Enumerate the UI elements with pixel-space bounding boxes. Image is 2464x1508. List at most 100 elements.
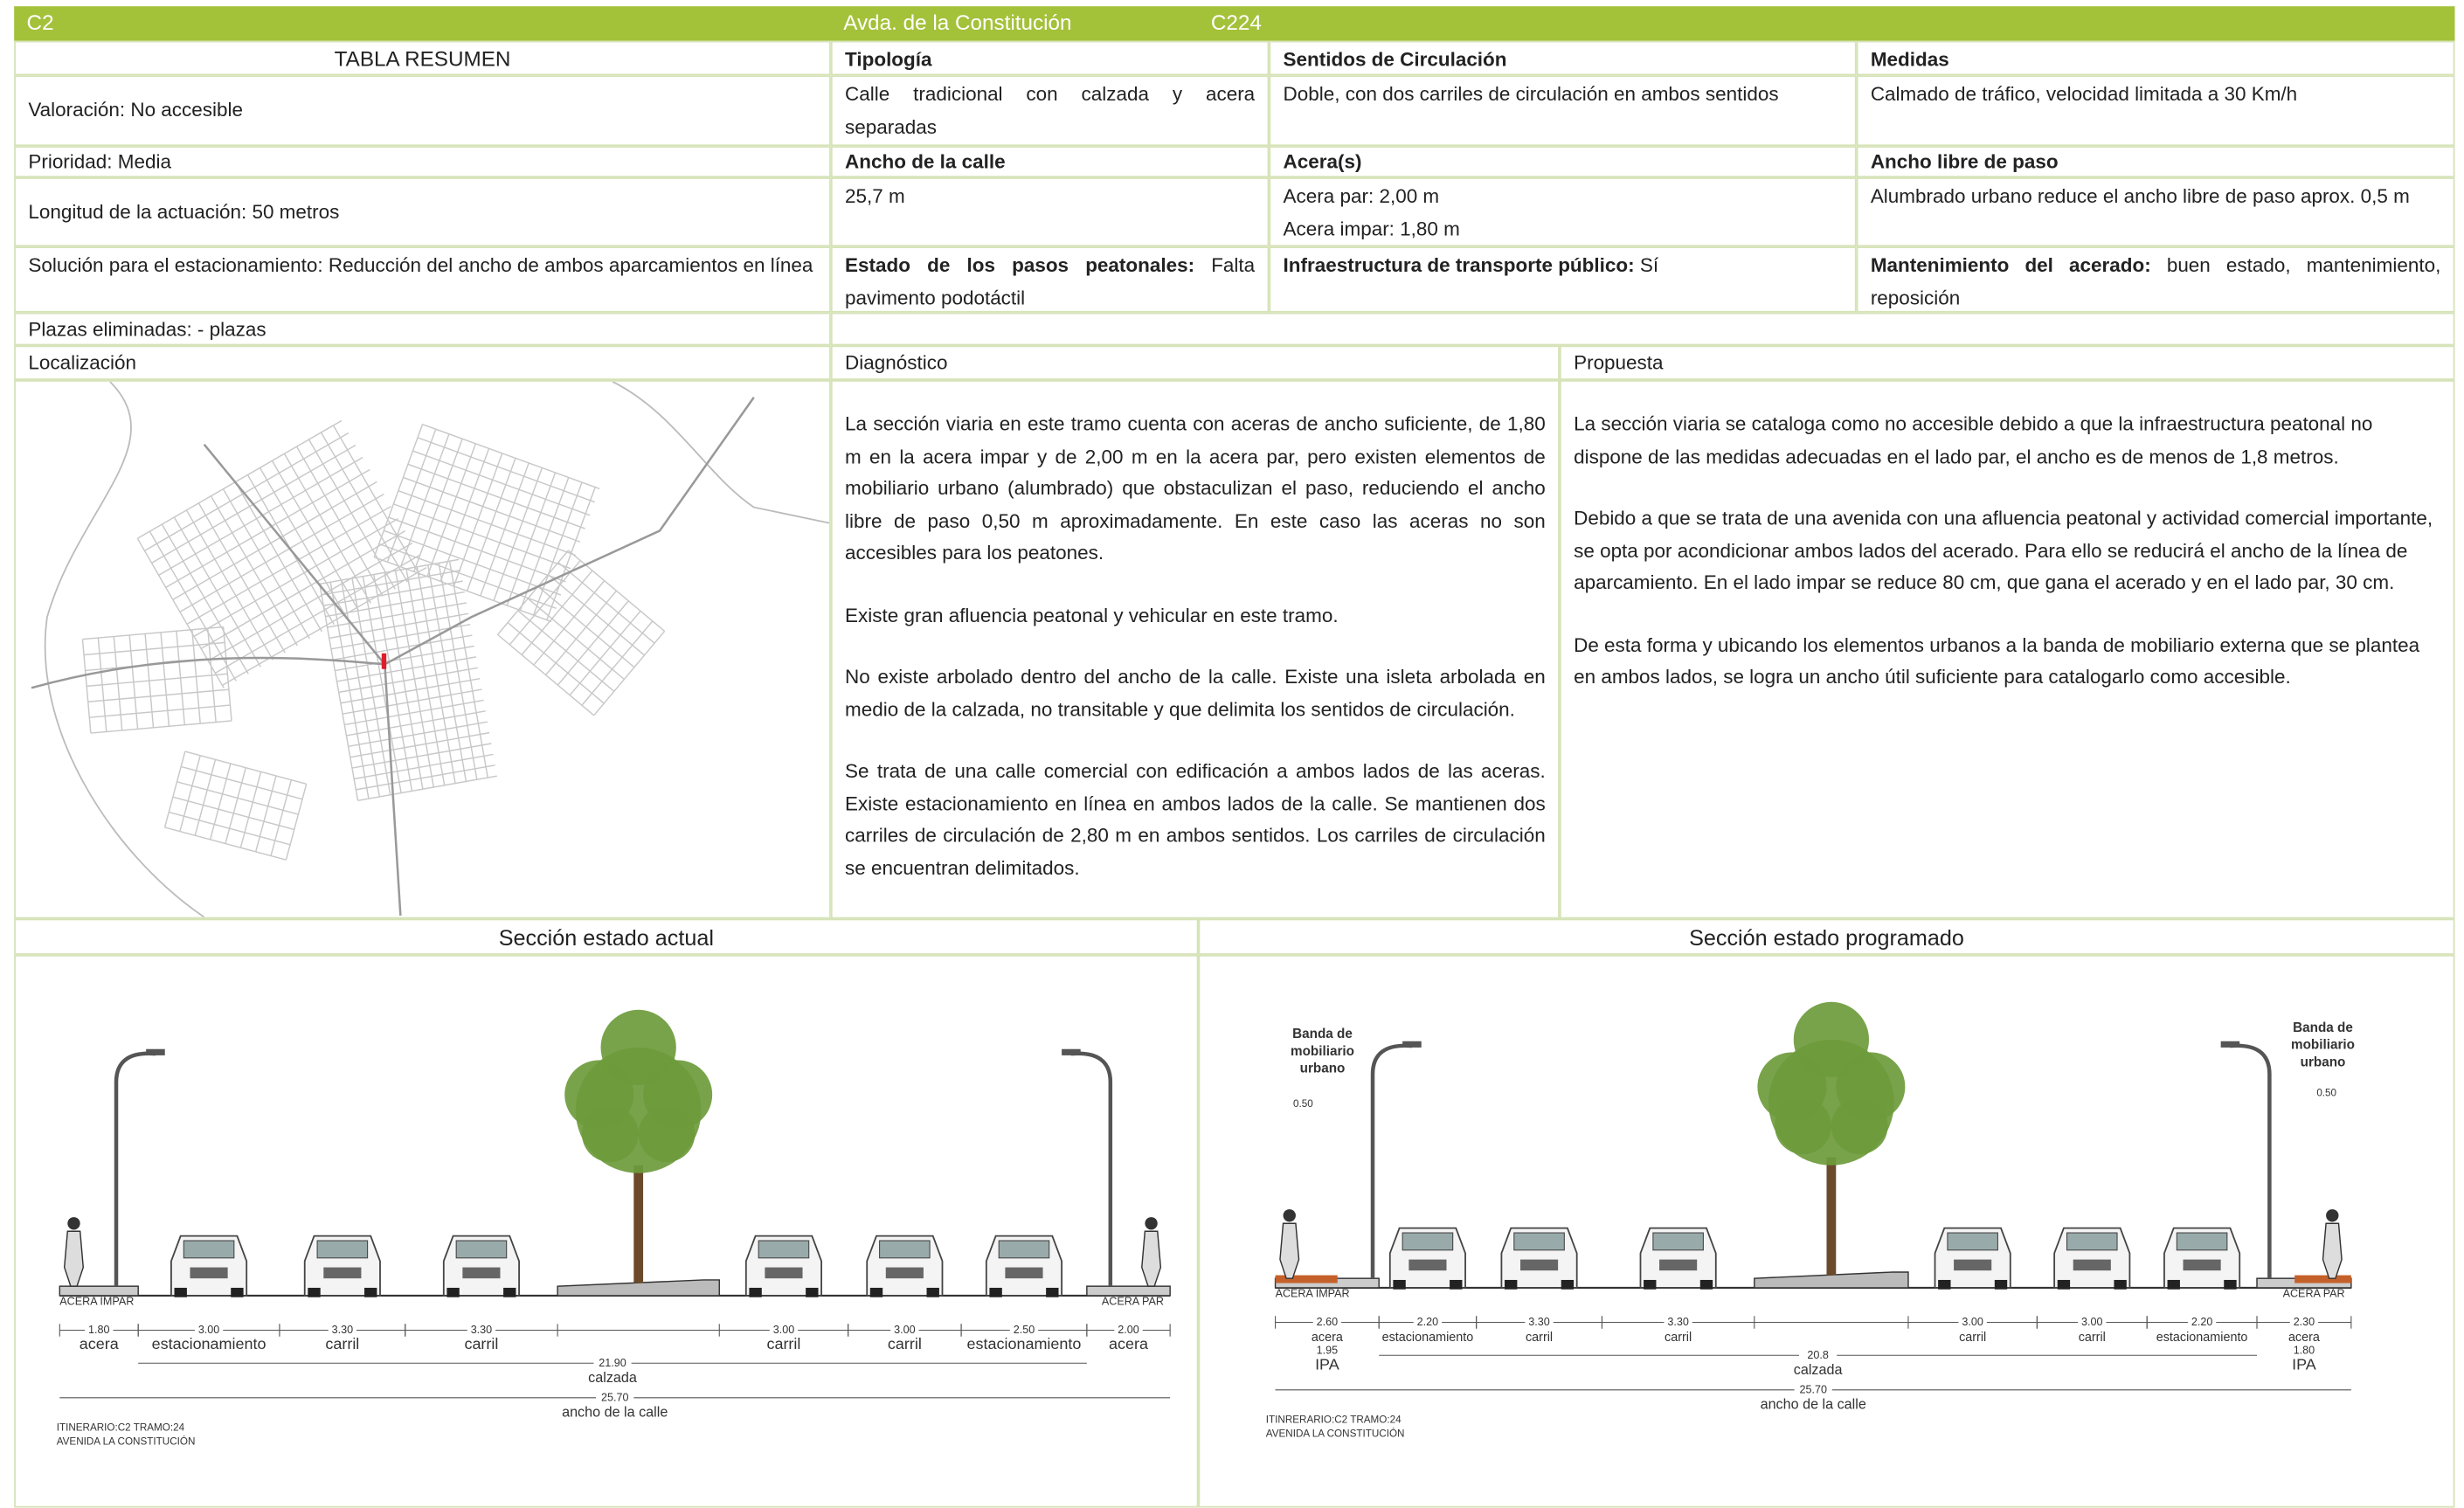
field-value: Alumbrado urbano reduce el ancho libre d… bbox=[1856, 177, 2455, 247]
drawing-label: 1.80 bbox=[88, 1324, 109, 1336]
street bbox=[209, 763, 232, 840]
wheel bbox=[749, 1287, 762, 1297]
street bbox=[417, 437, 595, 503]
dim-bg bbox=[194, 1322, 224, 1335]
street bbox=[557, 562, 655, 644]
wheel bbox=[1450, 1279, 1463, 1290]
person-body bbox=[1141, 1230, 1162, 1287]
drawing-label: 0.50 bbox=[1293, 1098, 1313, 1110]
drawing-label: 20.8 bbox=[1807, 1349, 1828, 1361]
person-head bbox=[1283, 1209, 1296, 1222]
empty-cell bbox=[830, 312, 2455, 346]
street bbox=[179, 493, 384, 612]
street bbox=[207, 542, 413, 662]
car-window bbox=[1652, 1232, 1704, 1251]
drawing-label: calzada bbox=[1794, 1362, 1843, 1378]
car-grille bbox=[190, 1267, 228, 1279]
section-id: C224 bbox=[1210, 10, 1262, 35]
drawing-label: 3.00 bbox=[198, 1324, 219, 1336]
dim-bg bbox=[1958, 1314, 1987, 1327]
drawing-label: 2.00 bbox=[1118, 1324, 1139, 1336]
drawing-label: mobiliario bbox=[2291, 1038, 2355, 1053]
drawing-label: estacionamiento bbox=[2156, 1331, 2248, 1345]
street bbox=[184, 751, 307, 785]
car-window bbox=[998, 1240, 1050, 1259]
plazas: Plazas eliminadas: - plazas bbox=[14, 312, 831, 346]
dim-bg bbox=[593, 1355, 632, 1368]
dim-bg bbox=[2289, 1314, 2319, 1327]
street bbox=[509, 560, 581, 646]
street bbox=[581, 620, 654, 706]
street bbox=[180, 765, 303, 800]
wheel bbox=[174, 1287, 187, 1297]
sidewalk bbox=[1086, 1285, 1171, 1297]
street bbox=[545, 590, 618, 676]
drawing-label: 25.70 bbox=[601, 1391, 628, 1403]
coastline bbox=[44, 381, 830, 917]
street bbox=[321, 570, 461, 596]
street bbox=[165, 468, 370, 588]
lamp-head bbox=[1062, 1048, 1081, 1055]
wheel bbox=[1505, 1279, 1518, 1290]
field-inline: Mantenimiento del acerado: buen estado, … bbox=[1856, 246, 2455, 313]
drawing-label: acera bbox=[2288, 1331, 2320, 1345]
street bbox=[89, 704, 231, 718]
localizacion-title: Localización bbox=[14, 345, 831, 380]
car-window bbox=[879, 1240, 931, 1259]
drawing-label: carril bbox=[766, 1335, 800, 1352]
location-marker bbox=[381, 653, 387, 669]
field-label: Ancho de la calle bbox=[830, 146, 1270, 178]
acera-line: Acera impar: 1,80 m bbox=[1283, 217, 1460, 240]
drawing-label: 1.95 bbox=[1317, 1344, 1338, 1356]
street-grid bbox=[81, 626, 232, 734]
street bbox=[537, 585, 635, 668]
street bbox=[497, 550, 569, 635]
diagnostico-text: La sección viaria en este tramo cuenta c… bbox=[830, 379, 1560, 919]
drawing-label: carril bbox=[1959, 1331, 1986, 1345]
street bbox=[398, 490, 576, 557]
car-window bbox=[183, 1240, 235, 1259]
wheel bbox=[2057, 1279, 2071, 1290]
field-value: buen estado, mantenimiento, reposición bbox=[1870, 254, 2441, 309]
tree-crown bbox=[600, 1009, 676, 1086]
header-bar: C2 Avda. de la Constitución C224 bbox=[14, 6, 2455, 41]
street bbox=[407, 463, 585, 529]
street bbox=[330, 623, 471, 650]
street bbox=[172, 481, 377, 600]
street bbox=[176, 781, 299, 815]
street bbox=[144, 432, 350, 551]
street bbox=[567, 550, 666, 632]
street bbox=[179, 755, 201, 832]
tree-crown bbox=[1831, 1097, 1888, 1155]
field-value: Acera par: 2,00 m Acera impar: 1,80 m bbox=[1269, 177, 1857, 247]
drawing-label: urbano bbox=[2301, 1055, 2346, 1070]
location-map bbox=[31, 381, 830, 917]
tree-crown bbox=[1793, 1001, 1870, 1078]
street bbox=[497, 633, 595, 716]
map-cell bbox=[14, 379, 831, 919]
drawing-label: 3.30 bbox=[1667, 1316, 1688, 1328]
dim-bg bbox=[2078, 1314, 2107, 1327]
field-label: Ancho libre de paso bbox=[1856, 146, 2455, 178]
drawing-label: estacionamiento bbox=[967, 1335, 1082, 1352]
car-window bbox=[1402, 1232, 1454, 1251]
drawing-label: ACERA PAR bbox=[1102, 1296, 1164, 1308]
paragraph: La sección viaria se cataloga como no ac… bbox=[1574, 412, 2373, 467]
field-value: 25,7 m bbox=[830, 177, 1270, 247]
street bbox=[533, 580, 606, 666]
wheel bbox=[1699, 1279, 1713, 1290]
drawing-label: ancho de la calle bbox=[562, 1404, 668, 1420]
dim-bg bbox=[85, 1322, 114, 1335]
car-grille bbox=[1954, 1259, 1992, 1271]
drawing-label: acera bbox=[1109, 1335, 1148, 1352]
street bbox=[172, 796, 294, 831]
drawing-label: AVENIDA LA CONSTITUCIÓN bbox=[1266, 1428, 1405, 1440]
street bbox=[336, 656, 476, 682]
field-inline: Infraestructura de transporte público: S… bbox=[1269, 246, 1857, 313]
wheel bbox=[446, 1287, 460, 1297]
street bbox=[323, 580, 463, 606]
wheel bbox=[2114, 1279, 2127, 1290]
street bbox=[82, 626, 224, 640]
person-head bbox=[67, 1217, 80, 1230]
longitud: Longitud de la actuación: 50 metros bbox=[28, 200, 340, 223]
